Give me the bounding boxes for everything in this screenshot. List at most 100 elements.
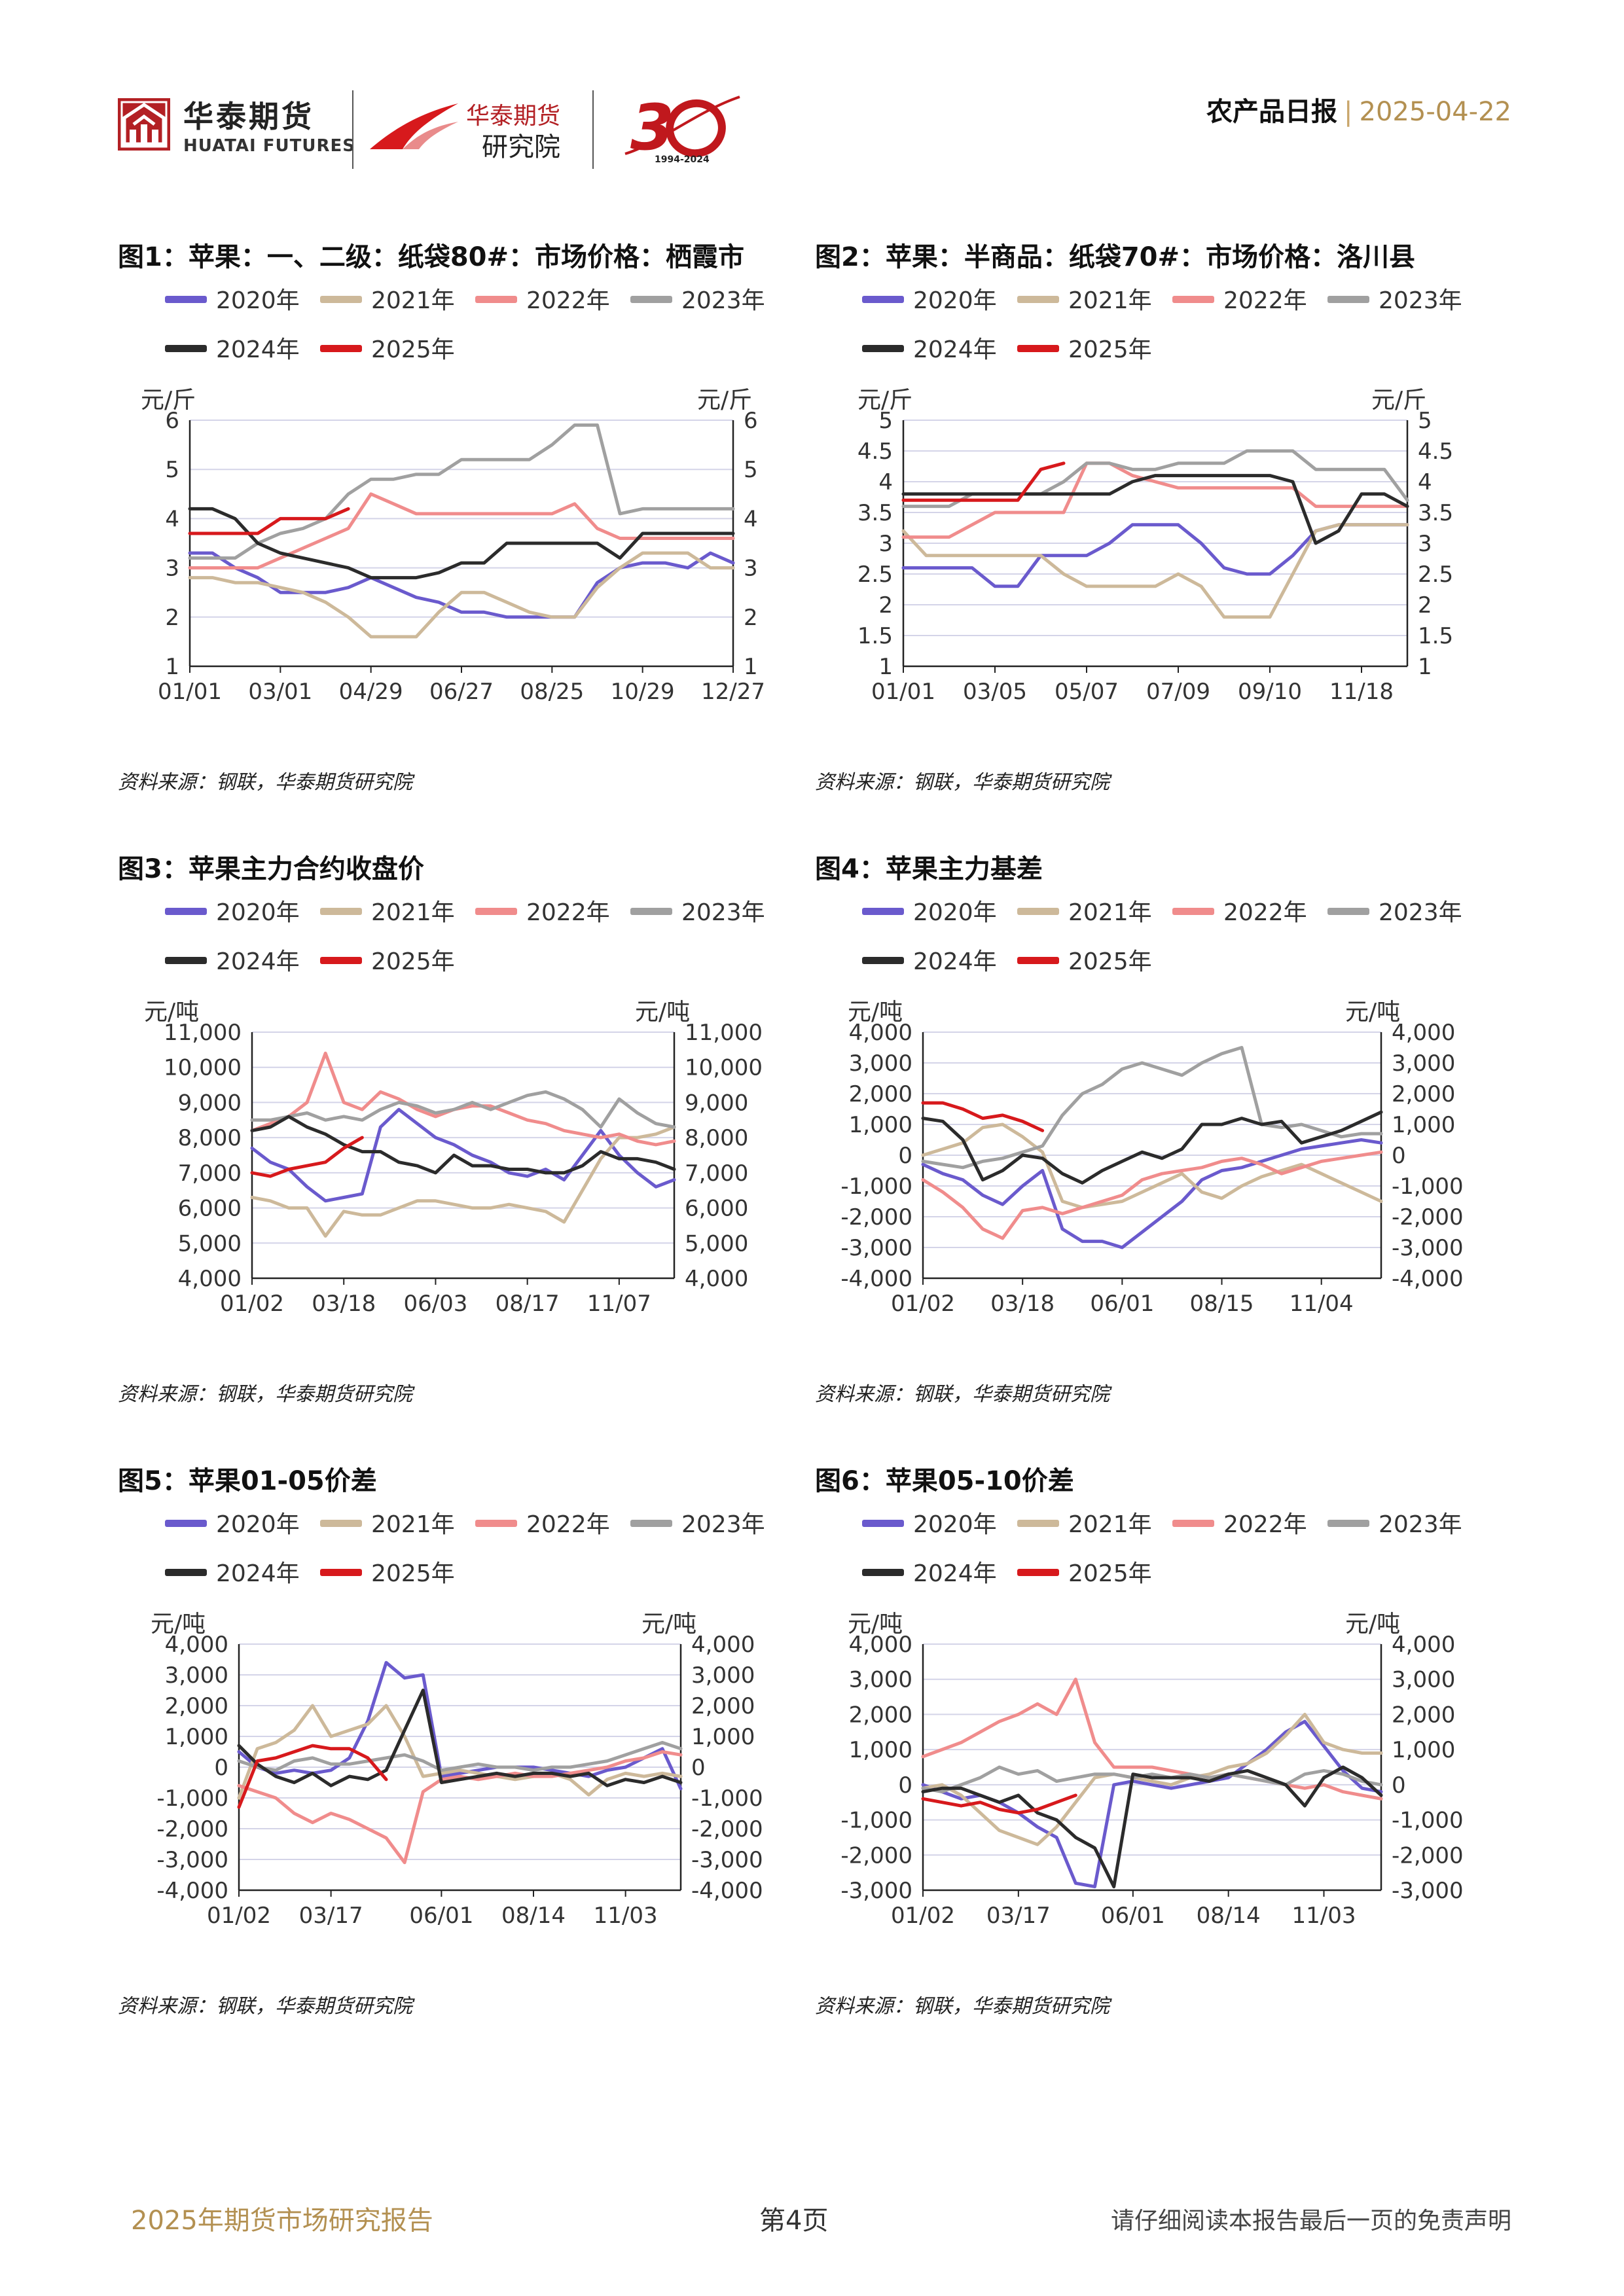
series-line	[250, 1125, 676, 1238]
y-tick-label-left: 3	[165, 556, 179, 582]
legend-label: 2024年	[216, 336, 300, 363]
chart-title: 图5：苹果01-05价差	[118, 1466, 377, 1496]
legend-label: 2023年	[1379, 899, 1462, 926]
y-tick-label-right: 3	[744, 556, 758, 582]
legend-label: 2023年	[1379, 1511, 1462, 1538]
y-tick-label-right: -3,000	[1392, 1878, 1464, 1904]
y-axis-unit-left: 元/吨	[848, 1611, 903, 1638]
y-tick-label-left: 5	[878, 408, 893, 434]
legend-label: 2024年	[216, 948, 300, 975]
y-tick-label-left: 1,000	[165, 1724, 228, 1750]
y-tick-label-right: 3,000	[691, 1662, 755, 1689]
legend-item: 2022年	[1172, 1505, 1307, 1539]
series-line	[250, 1051, 676, 1147]
legend-item: 2021年	[1017, 281, 1152, 315]
y-tick-label-right: -3,000	[691, 1847, 763, 1873]
legend-swatch	[1017, 1519, 1059, 1527]
legend-item: 2023年	[1327, 1505, 1462, 1539]
x-tick-label: 11/04	[1290, 1291, 1354, 1317]
chart-title: 图2：苹果：半商品：纸袋70#：市场价格：洛川县	[815, 242, 1416, 272]
legend-label: 2025年	[371, 336, 455, 363]
chart-panel-5: 图5：苹果01-05价差 2020年 2021年 2022年 2023年 2024年 202…	[118, 1453, 812, 2062]
x-tick-label: 03/17	[986, 1903, 1051, 1929]
chart-source: 资料来源：钢联，华泰期货研究院	[815, 1383, 1110, 1406]
y-tick-label-left: 4,000	[849, 1020, 912, 1046]
y-tick-label-right: 2.5	[1418, 562, 1453, 588]
y-tick-label-right: 5	[1418, 408, 1432, 434]
y-tick-label-right: 3	[1418, 531, 1432, 557]
report-header: 农产品日报 | 2025-04-22	[1206, 90, 1511, 128]
series-line	[188, 551, 735, 639]
y-tick-label-left: -1,000	[840, 1808, 912, 1834]
x-tick-label: 01/01	[158, 679, 222, 705]
series-line	[921, 1101, 1045, 1132]
legend-label: 2022年	[526, 899, 610, 926]
y-tick-label-left: 1	[165, 654, 179, 680]
x-tick-label: 08/14	[1197, 1903, 1261, 1929]
legend-label: 2020年	[913, 1511, 997, 1538]
y-tick-label-left: 8,000	[178, 1125, 242, 1151]
line-chart: 4,000 4,000 5,000 5,000 6,000 6,000 7,000 7,000…	[164, 1020, 763, 1317]
x-tick-label: 06/03	[403, 1291, 467, 1317]
x-tick-label: 11/03	[594, 1903, 658, 1929]
legend-label: 2025年	[371, 1560, 455, 1587]
y-tick-label-left: 2,000	[849, 1081, 912, 1107]
y-tick-label-right: 4	[744, 506, 758, 532]
x-tick-label: 08/17	[496, 1291, 560, 1317]
y-tick-label-right: 2	[744, 605, 758, 631]
legend-item: 2025年	[320, 942, 455, 977]
series-line	[921, 1712, 1383, 1846]
y-tick-label-left: 5,000	[178, 1230, 242, 1257]
legend-item: 2025年	[320, 1554, 455, 1588]
legend-swatch	[862, 344, 904, 352]
series-line	[921, 1150, 1383, 1240]
y-tick-label-left: 3,000	[849, 1667, 912, 1693]
y-tick-label-right: 9,000	[685, 1090, 748, 1116]
x-tick-label: 11/18	[1329, 679, 1394, 705]
series-line	[237, 1704, 683, 1800]
footer-page-number: 第4页	[759, 2206, 829, 2236]
legend-swatch	[862, 956, 904, 964]
legend-label: 2024年	[216, 1560, 300, 1587]
y-tick-label-right: 7,000	[685, 1160, 748, 1187]
x-tick-label: 08/15	[1190, 1291, 1254, 1317]
series-line	[188, 551, 735, 619]
series-line	[250, 1136, 364, 1178]
y-tick-label-left: 3,000	[165, 1662, 228, 1689]
y-tick-label-right: 1	[744, 654, 758, 680]
legend-swatch	[1017, 1568, 1059, 1576]
y-tick-label-right: 5	[744, 457, 758, 483]
y-tick-label-left: 2	[165, 605, 179, 631]
series-line	[250, 1090, 676, 1129]
x-tick-label: 08/25	[520, 679, 584, 705]
y-axis-unit-right: 元/吨	[1345, 1611, 1401, 1638]
legend-item: 2025年	[320, 331, 455, 365]
x-tick-label: 03/05	[963, 679, 1027, 705]
legend-item: 2022年	[475, 893, 610, 927]
y-tick-label-left: 1,000	[849, 1112, 912, 1138]
legend-swatch	[630, 1519, 672, 1527]
y-tick-label-right: 3,000	[1392, 1050, 1455, 1077]
chart-source: 资料来源：钢联，华泰期货研究院	[118, 1383, 412, 1406]
y-tick-label-left: 4	[165, 506, 179, 532]
legend-label: 2025年	[1068, 948, 1152, 975]
y-tick-label-left: 2,000	[849, 1702, 912, 1728]
legend-item: 2025年	[1017, 942, 1152, 977]
legend-swatch	[1172, 1519, 1214, 1527]
chart-panel-3: 图3：苹果主力合约收盘价 2020年 2021年 2022年 2023年 2024年 202…	[118, 841, 812, 1450]
x-tick-label: 12/27	[701, 679, 765, 705]
series-line	[921, 1765, 1383, 1794]
y-tick-label-left: 2.5	[857, 562, 893, 588]
legend-swatch	[1327, 907, 1369, 915]
y-tick-label-left: 6	[165, 408, 179, 434]
legend-item: 2022年	[1172, 893, 1307, 927]
y-axis-unit-left: 元/吨	[848, 999, 903, 1026]
series-line	[921, 1110, 1383, 1185]
series-line	[901, 461, 1066, 502]
legend-label: 2023年	[681, 1511, 765, 1538]
institute-name-line2: 研究院	[482, 132, 560, 162]
y-tick-label-right: -4,000	[1392, 1266, 1464, 1292]
y-tick-label-left: 4,000	[849, 1632, 912, 1658]
series-line	[237, 1740, 683, 1772]
y-tick-label-right: 1,000	[1392, 1112, 1455, 1138]
